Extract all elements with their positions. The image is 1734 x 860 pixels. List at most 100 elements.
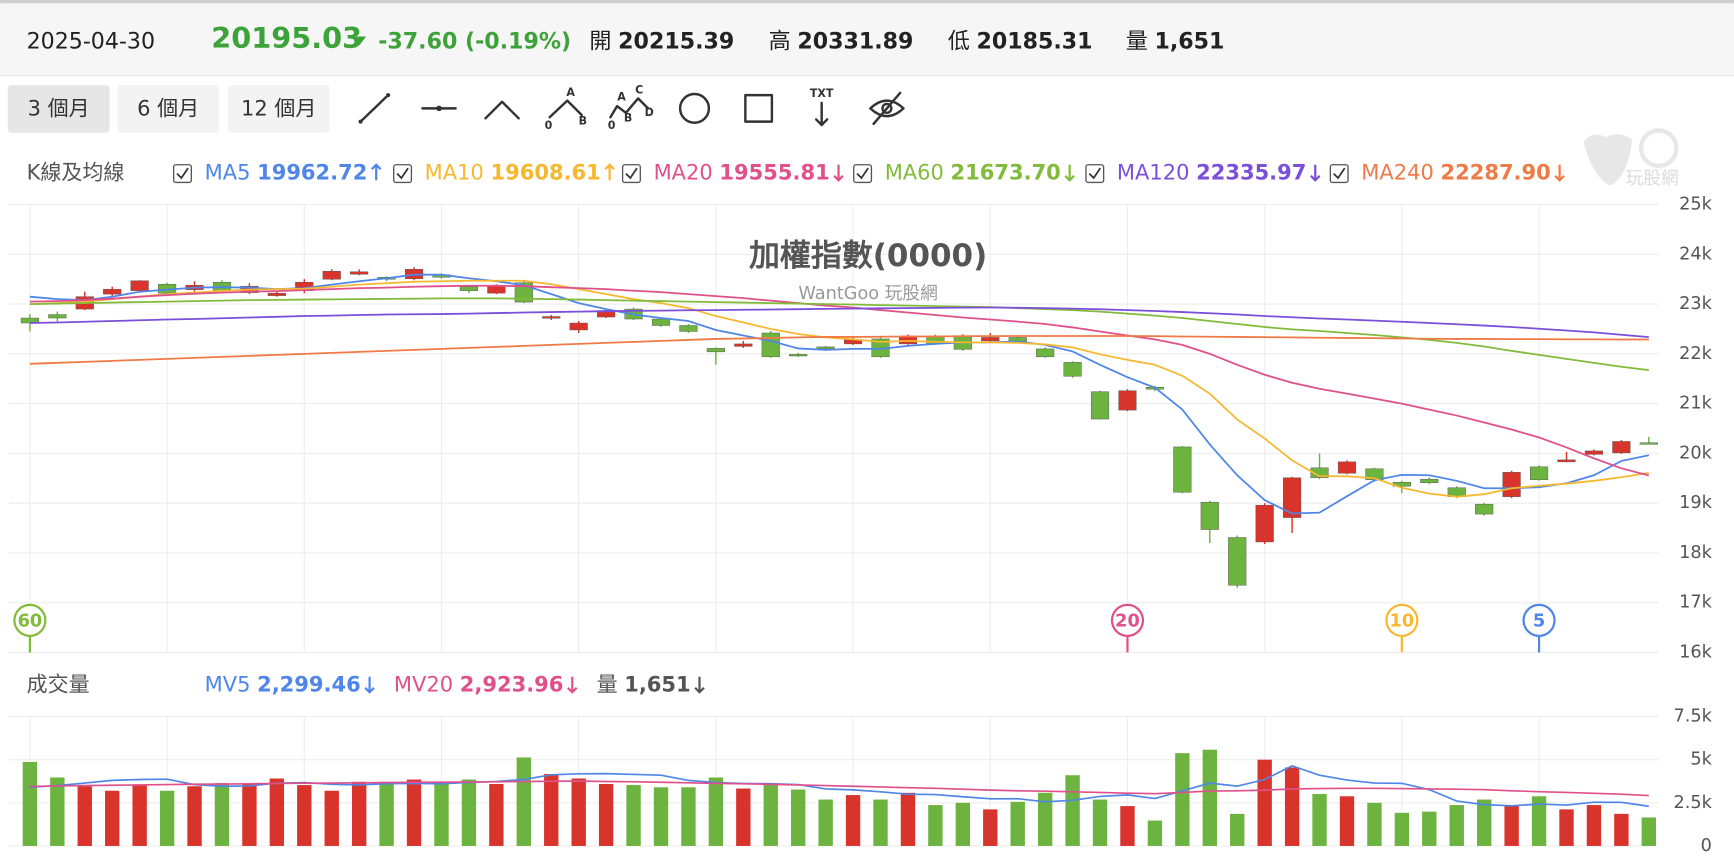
y-tick-label: 25k: [1679, 195, 1713, 215]
candle-body: [679, 325, 698, 332]
volume-bar: [1641, 817, 1657, 846]
legend-name: MV5: [205, 672, 251, 697]
range-button[interactable]: [227, 85, 330, 133]
volume-bar: [1422, 811, 1437, 846]
stat-label: 量: [1126, 29, 1148, 55]
circle-tool[interactable]: [678, 92, 711, 124]
candle-body: [542, 316, 561, 319]
volume-bar: [105, 790, 120, 846]
price: 20195.03: [211, 21, 362, 55]
logo-text: 玩股網: [1626, 168, 1679, 189]
candle-body: [1529, 466, 1549, 480]
volume-label: 量: [597, 672, 618, 697]
candle-body: [706, 348, 725, 353]
legend-value: 22335.97: [1196, 160, 1306, 185]
period-marker: [1385, 603, 1419, 637]
abcd-tool[interactable]: [609, 97, 650, 119]
volume-bar: [1202, 749, 1217, 846]
volume-bar: [379, 781, 394, 846]
legend-checkbox[interactable]: [172, 164, 193, 184]
text-tool[interactable]: [814, 101, 829, 127]
volume-bar: [1092, 799, 1108, 846]
range-buttons: 3 個月 6 個月 12 個月: [7, 85, 330, 133]
y-tick-label: 0: [1701, 836, 1712, 856]
legend-name: MA20: [654, 160, 713, 185]
volume-bar: [1010, 801, 1025, 846]
date: 2025-04-30: [27, 29, 156, 55]
candle-body: [734, 343, 753, 347]
trend-arrow: [694, 676, 705, 694]
legend-checkbox[interactable]: [853, 164, 873, 184]
range-label: 6 個月: [137, 95, 199, 120]
volume-bar: [544, 774, 559, 846]
logo-mark: [1583, 134, 1633, 186]
volume-bar: [214, 782, 230, 846]
volume-bar: [845, 795, 861, 846]
legend-name: MA10: [425, 160, 484, 185]
period-marker: [13, 603, 47, 637]
rect-tool[interactable]: [744, 93, 774, 123]
price-chart: 25k 24k 23k 22k 21k 20k 19k 18k 17k 16k 加權指數(0000)…: [8, 160, 1713, 662]
line-tool[interactable]: [359, 93, 390, 123]
range-button[interactable]: [117, 85, 219, 133]
volume-bar: [1449, 805, 1464, 846]
volume-bar: [791, 789, 806, 846]
y-tick-label: 20k: [1679, 443, 1713, 463]
volume-bar: [873, 799, 888, 846]
tool-text: TXT: [810, 87, 834, 100]
angle-tool[interactable]: [484, 100, 520, 120]
candle-body: [130, 280, 149, 291]
volume-bar: [1367, 802, 1382, 846]
volume-bar: [1504, 805, 1519, 846]
y-tick-label: 21k: [1679, 394, 1713, 414]
volume-bar: [708, 777, 724, 846]
volume-bar: [1284, 767, 1300, 846]
candle-body: [1255, 504, 1274, 543]
volume-bar: [900, 792, 916, 846]
volume-bar: [50, 777, 65, 846]
stat-value: 20185.31: [976, 29, 1092, 55]
y-tick-label: 7.5k: [1673, 707, 1712, 727]
check-mark: [856, 167, 869, 180]
volume-bar: [653, 787, 669, 846]
panel-label: K線及均線: [27, 160, 125, 185]
candle-body: [1310, 467, 1329, 478]
trend-arrow: [1064, 164, 1075, 182]
period-marker: [1110, 603, 1145, 637]
candle-body: [1612, 441, 1631, 454]
range-button[interactable]: [7, 85, 110, 133]
volume-bar: [1147, 820, 1163, 846]
volume-bar: [983, 809, 998, 846]
volume-bar: [571, 778, 586, 846]
down-triangle: [352, 36, 367, 46]
check-mark: [625, 167, 638, 180]
legend-checkbox[interactable]: [621, 164, 641, 184]
drawing-tools: A 0 B A C 0 B D TXT: [358, 84, 905, 132]
abc-tool[interactable]: [548, 99, 583, 119]
legend-checkbox[interactable]: [1329, 164, 1349, 184]
y-tick-label: 16k: [1679, 642, 1713, 662]
period-marker-label: 10: [1390, 611, 1415, 631]
candle-body: [1200, 501, 1219, 530]
volume-bar: [1037, 792, 1053, 846]
y-tick-label: 17k: [1679, 593, 1713, 613]
hide-tool[interactable]: [869, 91, 905, 126]
legend-checkbox[interactable]: [1085, 164, 1105, 184]
volume-bar: [1312, 794, 1327, 846]
check-mark: [396, 167, 409, 180]
y-tick-label: 18k: [1679, 543, 1713, 563]
volume-bar: [132, 785, 147, 846]
volume-bar: [1339, 796, 1355, 846]
volume-bar: [1257, 759, 1272, 846]
candle-body: [1584, 450, 1604, 455]
tool-text: B: [624, 111, 632, 124]
volume-bar: [77, 786, 92, 846]
legend-checkbox[interactable]: [393, 164, 413, 184]
period-marker: [1522, 603, 1556, 637]
ma-line: [29, 297, 1649, 371]
legend-name: MA5: [205, 160, 251, 185]
stats: 開 20215.39 高 20331.89 低 20185.31 量 1,651: [589, 29, 1224, 55]
volume-bar: [22, 761, 38, 846]
